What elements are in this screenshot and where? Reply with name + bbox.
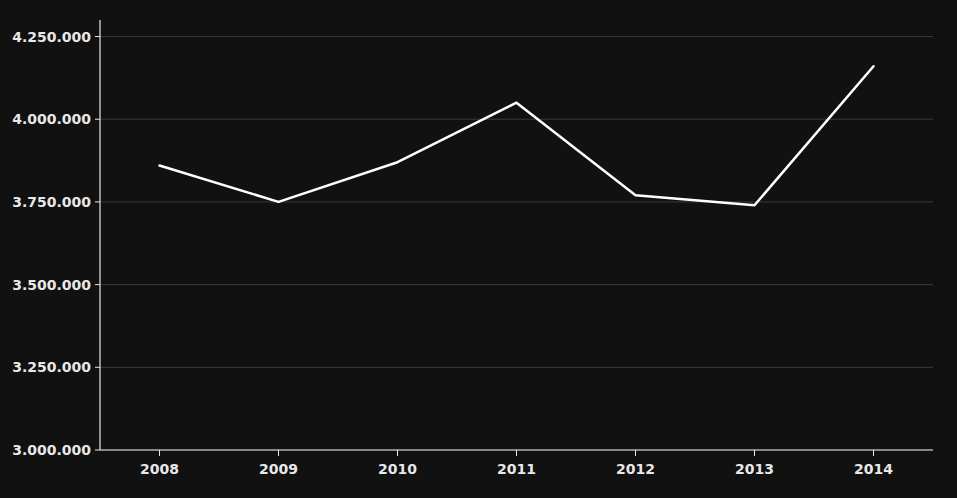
grid-line: [100, 119, 933, 120]
y-tick: [95, 36, 100, 37]
x-tick-label: 2012: [616, 461, 655, 477]
grid-line: [100, 201, 933, 202]
y-tick-label: 3.000.000: [12, 442, 91, 458]
x-tick-label: 2008: [140, 461, 179, 477]
x-tick: [278, 450, 279, 456]
grid-line: [100, 367, 933, 368]
y-tick-label: 3.750.000: [12, 194, 91, 210]
x-tick: [873, 450, 874, 456]
x-tick-label: 2011: [497, 461, 536, 477]
grid: [100, 37, 933, 450]
x-tick-label: 2010: [378, 461, 417, 477]
y-tick: [95, 119, 100, 120]
x-tick-label: 2013: [735, 461, 774, 477]
x-tick: [159, 450, 160, 456]
background: [0, 0, 957, 498]
x-tick: [516, 450, 517, 456]
x-tick: [397, 450, 398, 456]
x-axis-line: [100, 449, 933, 450]
grid-line: [100, 36, 933, 37]
x-tick-label: 2014: [854, 461, 893, 477]
grid-line: [100, 450, 933, 451]
y-tick: [95, 367, 100, 368]
y-tick: [95, 284, 100, 285]
y-tick: [95, 201, 100, 202]
y-tick: [95, 450, 100, 451]
y-axis-line: [99, 20, 100, 450]
grid-line: [100, 284, 933, 285]
x-tick-label: 2009: [259, 461, 298, 477]
y-tick-label: 4.000.000: [12, 111, 91, 127]
plot-area: [160, 66, 874, 205]
x-tick: [754, 450, 755, 456]
chart-container: 3.000.000 3.250.000 3.500.000 3.750.000 4.00…: [0, 0, 957, 498]
y-tick-label: 4.250.000: [12, 29, 91, 45]
y-tick-label: 3.250.000: [12, 359, 91, 375]
y-tick-label: 3.500.000: [12, 277, 91, 293]
x-tick: [635, 450, 636, 456]
line: [160, 66, 874, 205]
chart: 3.000.000 3.250.000 3.500.000 3.750.000 4.00…: [0, 0, 957, 498]
axes: 3.000.000 3.250.000 3.500.000 3.750.000 4.00…: [12, 20, 933, 477]
